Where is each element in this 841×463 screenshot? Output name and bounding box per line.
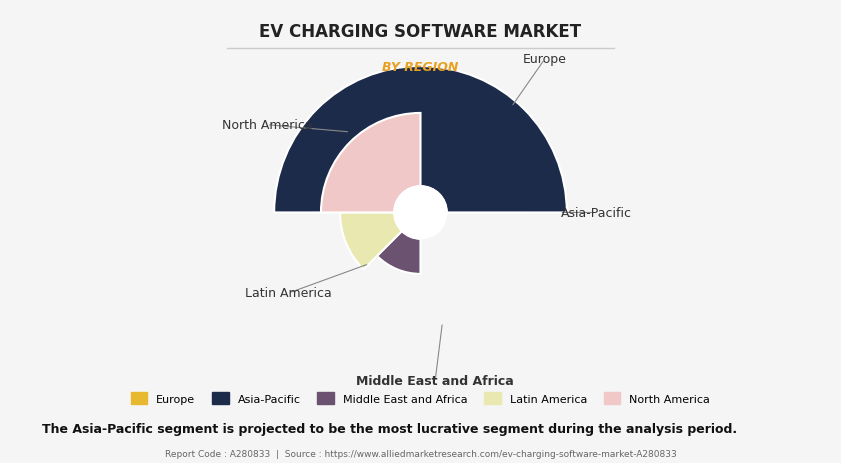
Wedge shape	[377, 232, 420, 274]
Text: Europe: Europe	[523, 53, 567, 66]
Text: Report Code : A280833  |  Source : https://www.alliedmarketresearch.com/ev-charg: Report Code : A280833 | Source : https:/…	[165, 449, 676, 458]
Text: BY REGION: BY REGION	[383, 61, 458, 74]
Wedge shape	[420, 108, 526, 213]
Text: North America: North America	[221, 119, 312, 132]
Legend: Europe, Asia-Pacific, Middle East and Africa, Latin America, North America: Europe, Asia-Pacific, Middle East and Af…	[126, 388, 715, 408]
Wedge shape	[340, 213, 402, 270]
Text: EV CHARGING SOFTWARE MARKET: EV CHARGING SOFTWARE MARKET	[259, 24, 582, 41]
Text: The Asia-Pacific segment is projected to be the most lucrative segment during th: The Asia-Pacific segment is projected to…	[42, 422, 738, 435]
Wedge shape	[274, 67, 567, 213]
Text: Latin America: Latin America	[246, 287, 332, 300]
Wedge shape	[321, 114, 420, 213]
Circle shape	[394, 187, 447, 239]
Text: Middle East and Africa: Middle East and Africa	[357, 375, 514, 388]
Text: Asia-Pacific: Asia-Pacific	[561, 206, 632, 219]
